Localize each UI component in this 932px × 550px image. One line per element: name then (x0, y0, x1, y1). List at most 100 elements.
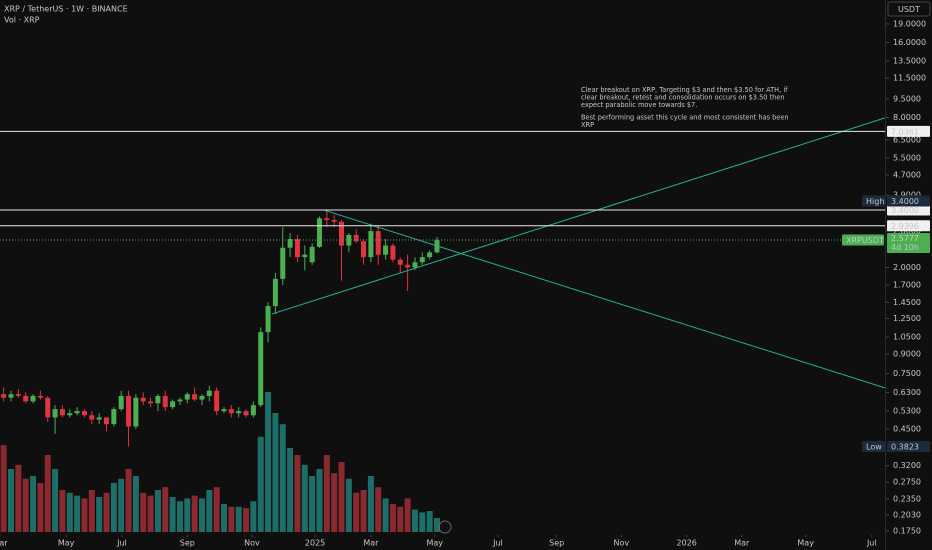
candle-body (412, 262, 418, 268)
x-tick-label: Mar (363, 539, 379, 548)
x-tick-label: Jul (866, 539, 877, 548)
candle-body (67, 413, 73, 416)
plot-area: Mar May Jul Sep Nov 2025 Mar May Jul Sep Nov 2026 Ma… (0, 86, 885, 548)
x-tick-label: Mar (0, 539, 8, 548)
volume-bar (309, 476, 316, 532)
y-tick-label: 0.2030 (893, 510, 921, 519)
y-tick-label: 19.0000 (893, 19, 926, 28)
volume-bar (154, 490, 161, 532)
candle-body (324, 218, 330, 221)
volume-bar (257, 436, 264, 532)
candle-body (427, 252, 433, 258)
candle-body (89, 415, 95, 420)
hline-price-box (887, 204, 930, 216)
trendline (271, 117, 885, 315)
candle-body (214, 390, 220, 412)
volume-bar (250, 501, 257, 532)
volume-bar (323, 455, 330, 532)
volume-bar (301, 464, 308, 532)
hline-price-label: 7.0361 (891, 127, 919, 136)
x-tick-label: Nov (244, 539, 260, 548)
candle-body (59, 409, 65, 416)
chart-subtitle: Vol · XRP (4, 16, 40, 25)
extreme-name-label: High (866, 197, 884, 206)
volume-bar (375, 487, 382, 532)
candle-body (236, 411, 242, 414)
volume-bar (88, 490, 95, 532)
candle-body (287, 239, 293, 248)
x-tick-label: 2025 (305, 539, 325, 548)
volume-bar (184, 498, 191, 532)
x-tick-label: May (427, 539, 444, 548)
volume-bar (30, 476, 37, 532)
hline-price-box (887, 220, 930, 232)
y-tick-label: 0.7500 (893, 369, 921, 378)
volume-bar (221, 504, 228, 532)
extreme-name-box (862, 195, 885, 207)
currency-box[interactable] (887, 1, 931, 17)
y-tick-label: 1.0500 (893, 333, 921, 342)
x-tick-label: Sep (180, 539, 195, 548)
currency-label[interactable]: USDT (898, 5, 920, 14)
volume-bar (66, 492, 73, 532)
volume-bar (426, 511, 433, 532)
y-tick-label: 3.9000 (893, 191, 921, 200)
volume-bar (353, 492, 360, 532)
volume-bar (37, 483, 44, 532)
volume-bar (331, 473, 338, 532)
x-tick-label: Jul (492, 539, 503, 548)
candle-body (148, 401, 154, 404)
candle-body (37, 395, 43, 398)
x-tick-label: Nov (614, 539, 630, 548)
volume-bar (367, 476, 374, 532)
candle-body (118, 395, 124, 410)
candle-body (309, 246, 315, 263)
candle-body (383, 245, 389, 255)
y-tick-label: 1.4500 (893, 298, 921, 307)
candle-body (140, 397, 146, 402)
hline-price-label: 3.4000 (891, 206, 919, 215)
last-price-box (887, 233, 930, 254)
y-tick-label: 0.6300 (893, 388, 921, 397)
candle-body (397, 259, 403, 265)
volume-bar (316, 469, 323, 532)
volume-bar (162, 487, 169, 532)
volume-bar (81, 498, 88, 532)
volume-bar (228, 506, 235, 532)
y-tick-label: 1.2500 (893, 314, 921, 323)
candle-body (23, 395, 29, 402)
volume-bar (176, 501, 183, 532)
y-tick-label: 0.5300 (893, 407, 921, 416)
candle-body (302, 254, 308, 258)
candle-body (368, 231, 374, 258)
volume-bar (265, 392, 272, 532)
y-tick-label: 2.0000 (893, 263, 921, 272)
candle-body (52, 409, 58, 418)
extreme-name-box (862, 440, 885, 452)
candle-body (126, 395, 132, 427)
candle-body (74, 411, 80, 414)
candle-body (272, 278, 278, 307)
candle-body (361, 241, 367, 258)
volume-bar (411, 509, 418, 532)
candle-body (339, 221, 345, 246)
y-tick-label: 4.7000 (893, 171, 921, 180)
candle-body (184, 394, 190, 400)
candle-body (228, 409, 234, 414)
volume-bar (397, 506, 404, 532)
volume-bar (169, 497, 176, 532)
volume-bar (206, 490, 213, 532)
candle-body (96, 417, 102, 420)
volume-bar (235, 506, 242, 532)
candle-body (353, 234, 359, 242)
candle-body (170, 401, 176, 408)
x-tick-label: Mar (734, 539, 750, 548)
volume-bar (345, 478, 352, 532)
candle-body (280, 247, 286, 279)
volume-bar (191, 495, 198, 532)
x-tick-label: May (797, 539, 814, 548)
last-price-name-box (842, 234, 884, 246)
hline-price-box (887, 125, 930, 137)
volume-bar (8, 469, 15, 532)
